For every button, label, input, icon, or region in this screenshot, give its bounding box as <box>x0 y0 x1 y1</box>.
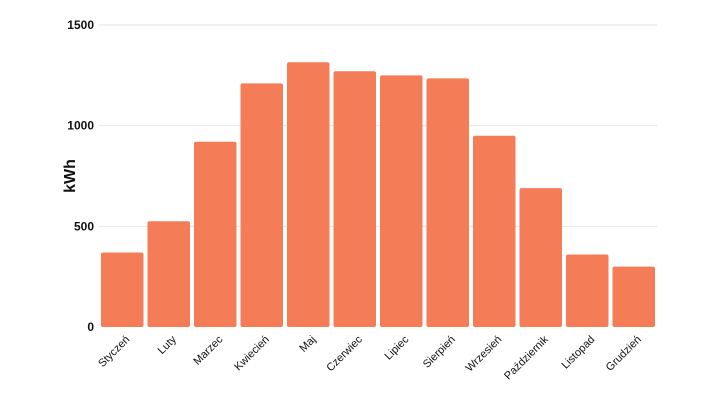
y-tick-label: 500 <box>74 219 94 233</box>
bar-10 <box>566 254 609 327</box>
x-tick-label: Listopad <box>559 334 597 372</box>
bar-2 <box>194 141 237 327</box>
bar-0 <box>101 252 144 327</box>
bar-3 <box>240 83 283 327</box>
x-tick-label: Lipiec <box>383 333 412 362</box>
x-tick-label: Marzec <box>191 333 225 367</box>
bar-6 <box>380 75 423 327</box>
y-tick-label: 1500 <box>67 18 94 32</box>
bars <box>101 62 655 327</box>
x-tick-label: Maj <box>297 334 318 355</box>
x-tick-label: Grudzień <box>604 334 644 374</box>
x-tick-label: Sierpień <box>421 334 458 371</box>
grid-lines <box>99 24 657 227</box>
y-axis-ticks: 0 500 1000 1500 <box>67 18 94 334</box>
bar-9 <box>519 188 562 327</box>
bar-7 <box>426 78 469 327</box>
y-tick-label: 1000 <box>67 119 94 133</box>
bar-8 <box>473 135 516 327</box>
x-tick-label: Styczeń <box>96 334 132 370</box>
bar-1 <box>147 221 190 327</box>
bar-11 <box>612 266 655 327</box>
bar-4 <box>287 62 330 327</box>
y-tick-label: 0 <box>87 320 94 334</box>
bar-5 <box>333 71 376 327</box>
x-tick-label: Wrzesień <box>464 334 505 375</box>
x-tick-label: Kwiecień <box>232 334 272 374</box>
x-tick-label: Czerwiec <box>324 333 365 374</box>
x-tick-label: Październik <box>502 333 551 382</box>
x-tick-label: Luty <box>156 333 180 357</box>
x-axis-labels: Styczeń Luty Marzec Kwiecień Maj Czerwiec Lipi… <box>96 333 644 382</box>
y-axis-title: kWh <box>62 159 79 193</box>
